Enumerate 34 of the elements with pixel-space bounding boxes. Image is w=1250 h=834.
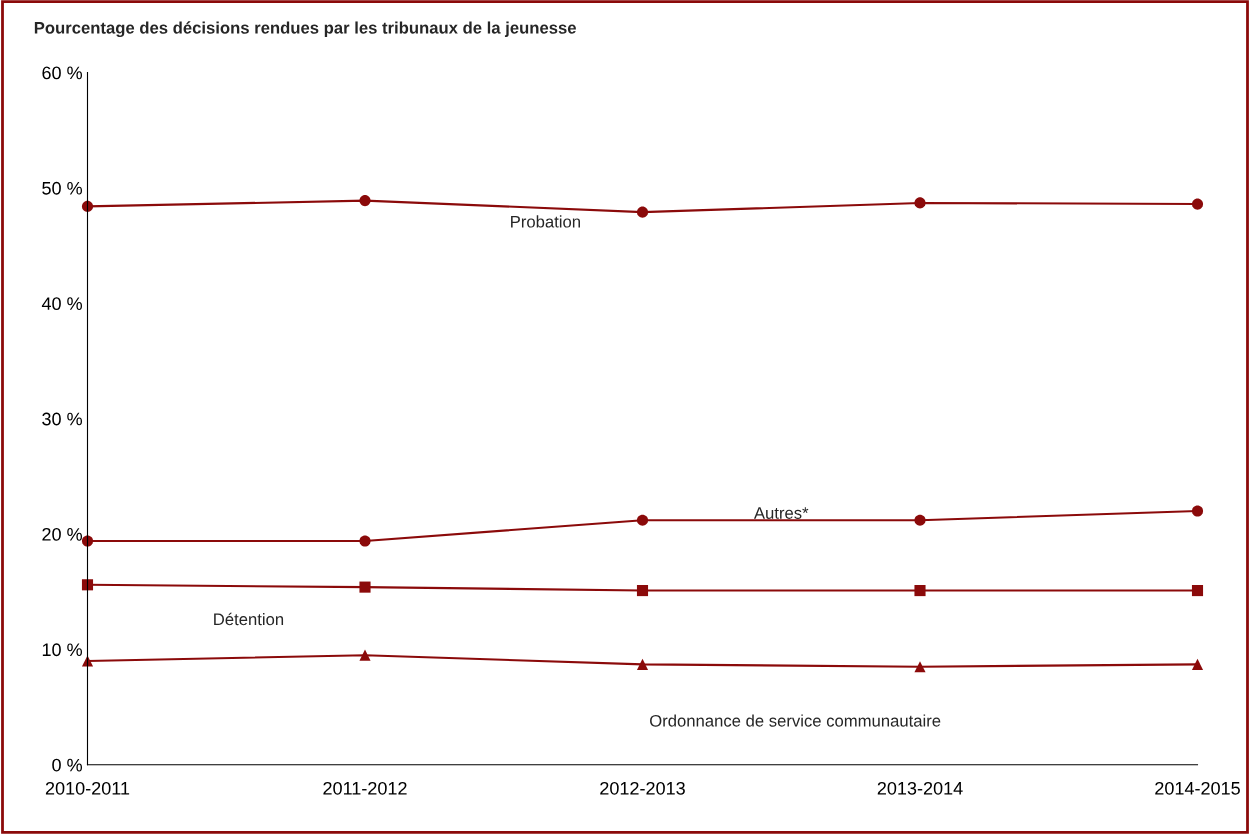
point [359, 649, 371, 661]
point [636, 206, 649, 218]
series-label: Détention [214, 612, 284, 626]
point [636, 585, 649, 597]
y-tick-label: 40 % [41, 297, 82, 311]
point [636, 658, 649, 670]
x-tick-label: 2013-2014 [877, 781, 963, 795]
x-tick-label: 2011-2012 [323, 781, 407, 795]
y-tick-label: 30 % [42, 412, 82, 426]
point [1191, 585, 1204, 597]
y-tick-label: 10 % [42, 643, 82, 657]
point [81, 655, 94, 667]
point [1191, 658, 1204, 670]
point [914, 197, 926, 209]
chart-title: Pourcentage des décisions rendues par les tribunaux de la jeunesse [34, 21, 576, 38]
y-tick-label: 20 % [42, 527, 82, 541]
text: Ordonnance de service communautaire [650, 714, 941, 727]
point [914, 585, 926, 597]
point [1191, 505, 1204, 517]
point [359, 535, 371, 547]
point [914, 514, 926, 526]
point [1191, 198, 1204, 210]
x-tick-label: 2014-2015 [1155, 781, 1240, 795]
series-label: Autres* [753, 507, 809, 519]
x-tick-label: 2010-2011 [45, 781, 130, 795]
point [636, 514, 649, 526]
y-tick-label: 60 % [42, 66, 82, 80]
point [914, 661, 926, 673]
y-tick-label: 0 % [52, 758, 82, 772]
y-tick-label: 50 % [42, 181, 82, 195]
x-tick-label: 2012-2013 [600, 781, 685, 795]
series-label: Probation [511, 215, 580, 228]
point [359, 581, 371, 593]
point [359, 195, 371, 207]
